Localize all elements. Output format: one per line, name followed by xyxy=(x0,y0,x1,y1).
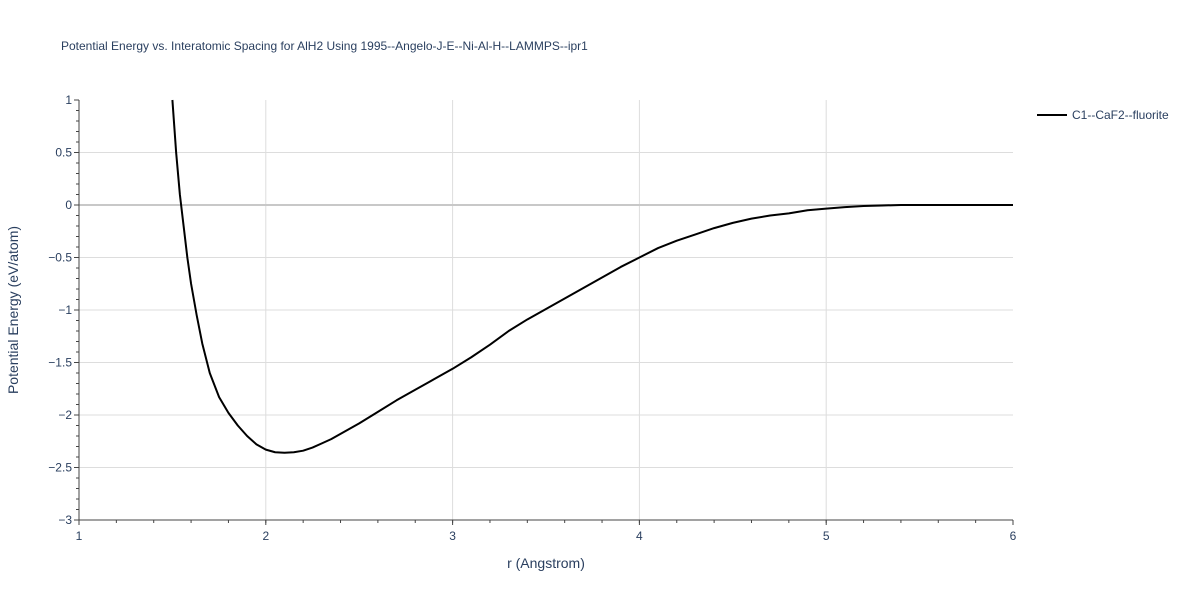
x-tick-label: 1 xyxy=(76,529,83,543)
series-line-0 xyxy=(171,99,1013,454)
series-group xyxy=(171,99,1013,454)
grid xyxy=(79,100,1013,520)
y-tick-label: −1.5 xyxy=(48,356,72,370)
y-tick-label: 1 xyxy=(65,93,72,107)
legend[interactable]: C1--CaF2--fluorite xyxy=(1037,108,1169,122)
y-tick-label: −2 xyxy=(58,408,72,422)
x-tick-label: 5 xyxy=(823,529,830,543)
y-tick-label: −2.5 xyxy=(48,461,72,475)
x-tick-labels: 1 2 3 4 5 6 xyxy=(76,529,1017,543)
y-tick-labels: 1 0.5 0 −0.5 −1 −1.5 −2 −2.5 −3 xyxy=(48,93,72,527)
y-tick-label: 0 xyxy=(65,198,72,212)
x-axis-title: r (Angstrom) xyxy=(507,555,585,571)
y-tick-label: −0.5 xyxy=(48,251,72,265)
y-tick-label: −1 xyxy=(58,303,72,317)
chart-title: Potential Energy vs. Interatomic Spacing… xyxy=(61,39,588,53)
legend-label-c1-caf2-fluorite[interactable]: C1--CaF2--fluorite xyxy=(1072,108,1169,122)
x-tick-label: 2 xyxy=(262,529,269,543)
x-tick-label: 4 xyxy=(636,529,643,543)
y-tick-label: −3 xyxy=(58,513,72,527)
minor-ticks xyxy=(74,99,1014,525)
y-tick-label: 0.5 xyxy=(55,146,72,160)
x-tick-label: 3 xyxy=(449,529,456,543)
y-axis-title: Potential Energy (eV/atom) xyxy=(5,226,21,394)
x-tick-label: 6 xyxy=(1010,529,1017,543)
